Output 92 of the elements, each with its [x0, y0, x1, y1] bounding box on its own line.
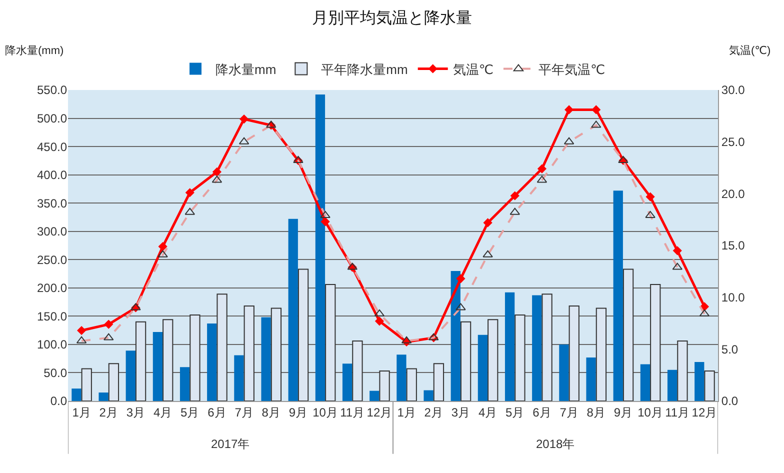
bar	[207, 324, 217, 401]
bar	[667, 370, 678, 401]
point	[564, 105, 574, 114]
bar	[98, 392, 108, 401]
bar	[234, 355, 244, 401]
y2-axis-title: 気温(℃)	[729, 45, 771, 57]
y-tick-label: 450.0	[36, 140, 68, 154]
y-axis-title: 降水量(mm)	[5, 44, 64, 57]
y2-tick-label: 0.0	[721, 394, 738, 408]
bar	[288, 218, 298, 401]
point	[104, 320, 114, 329]
x-tick-label: 12月	[692, 405, 718, 420]
legend-label: 降水量mm	[216, 62, 276, 77]
bar	[315, 94, 326, 401]
x-tick-label: 12月	[366, 405, 392, 420]
bar	[586, 357, 596, 401]
x-tick-label: 6月	[532, 405, 552, 420]
text: 2018年	[536, 437, 575, 451]
bar	[261, 317, 271, 401]
x-tick-label: 10月	[312, 405, 338, 420]
y2-tick-label: 10.0	[721, 290, 746, 305]
x-tick-label: 11月	[340, 405, 365, 420]
x-tick-label: 1月	[397, 405, 416, 420]
x-tick-label: 4月	[153, 405, 172, 420]
bar	[640, 364, 650, 401]
chart-title: 月別平均気温と降水量	[312, 9, 472, 28]
point	[646, 192, 655, 202]
x-tick-label: 3月	[451, 405, 470, 420]
text: 2017年	[211, 437, 250, 451]
point	[456, 274, 466, 284]
legend-label: 平年降水量mm	[321, 62, 408, 77]
x-tick-label: 2月	[99, 405, 118, 420]
bar	[126, 350, 136, 401]
point	[537, 164, 547, 174]
y2-tick-label: 15.0	[721, 238, 746, 253]
x-tick-label: 9月	[614, 405, 633, 420]
bar	[396, 354, 406, 401]
point	[239, 114, 249, 124]
x-tick-label: 8月	[262, 405, 280, 420]
y-tick-label: 400.0	[36, 168, 68, 182]
y-tick-label: 150.0	[36, 309, 68, 324]
bar	[559, 344, 569, 401]
bar	[504, 292, 515, 401]
x-tick-label: 2月	[424, 405, 443, 420]
x-tick-label: 7月	[234, 405, 254, 420]
point	[672, 246, 682, 256]
y2-tick-label: 5.0	[721, 342, 738, 356]
point	[374, 316, 384, 326]
bar	[342, 364, 352, 401]
point	[185, 188, 194, 198]
y2-tick-label: 25.0	[721, 135, 746, 150]
x-tick-label: 7月	[560, 405, 578, 420]
y2-tick-label: 30.0	[721, 83, 746, 98]
x-tick-label: 8月	[586, 405, 606, 420]
bar	[532, 295, 542, 401]
point	[483, 218, 492, 228]
y-tick-label: 200.0	[36, 281, 68, 296]
legend-label: 気温℃	[452, 62, 494, 77]
x-tick-label: 5月	[180, 405, 200, 420]
y-tick-label: 350.0	[36, 196, 68, 210]
x-tick-label: 3月	[126, 405, 146, 420]
bar	[478, 334, 488, 401]
y-tick-label: 100.0	[36, 338, 68, 352]
x-tick-label: 6月	[208, 405, 226, 420]
bar	[370, 390, 380, 401]
y-tick-label: 0.0	[50, 394, 68, 408]
bar	[694, 362, 704, 401]
y-tick-label: 50.0	[44, 366, 68, 380]
y2-tick-label: 20.0	[721, 186, 746, 201]
bar	[152, 332, 163, 401]
point	[158, 242, 168, 252]
x-tick-label: 5月	[506, 405, 524, 420]
bar	[424, 390, 434, 401]
point	[320, 217, 330, 226]
x-tick-label: 4月	[478, 405, 498, 420]
x-tick-label: 9月	[288, 405, 308, 420]
x-tick-label: 10月	[638, 405, 663, 420]
x-tick-label: 1月	[72, 405, 91, 420]
legend-label: 平年気温℃	[538, 62, 606, 77]
point	[510, 191, 520, 200]
point	[592, 105, 601, 114]
y-tick-label: 500.0	[36, 111, 68, 126]
point	[212, 167, 222, 176]
bar	[613, 190, 623, 401]
y-tick-label: 250.0	[36, 252, 68, 267]
bar	[72, 388, 82, 401]
x-tick-label: 11月	[665, 405, 690, 420]
y-tick-label: 300.0	[36, 224, 68, 239]
bar	[180, 367, 190, 401]
bar	[450, 270, 460, 401]
y-tick-label: 550.0	[36, 83, 68, 98]
point	[76, 326, 86, 336]
